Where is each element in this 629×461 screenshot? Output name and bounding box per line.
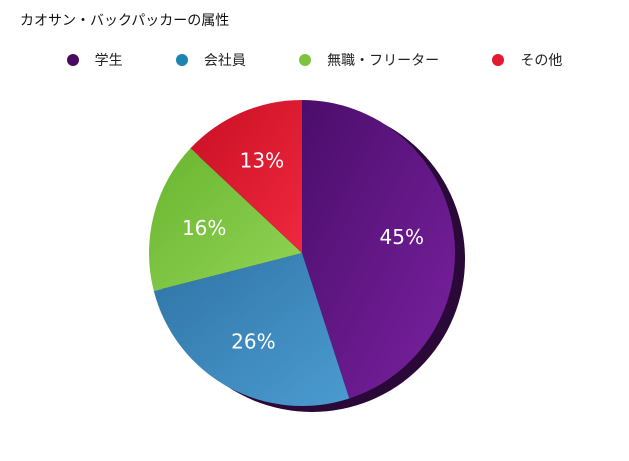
legend-swatch [492, 54, 505, 66]
pie-slice-0[interactable] [302, 100, 456, 399]
legend-swatch [299, 54, 312, 66]
legend-item-freeter[interactable]: 無職・フリーター [299, 50, 439, 70]
legend-swatch [175, 54, 188, 66]
legend: 学生 会社員 無職・フリーター その他 [0, 50, 629, 70]
slice-data-label: 16% [182, 216, 226, 240]
slice-data-label: 26% [231, 329, 275, 353]
pie-slice-1[interactable] [153, 253, 350, 406]
legend-item-student[interactable]: 学生 [66, 50, 123, 70]
legend-item-employee[interactable]: 会社員 [175, 50, 246, 70]
pie-slice-2[interactable] [149, 148, 302, 292]
pie-slice-3[interactable] [190, 100, 302, 253]
legend-label: 学生 [94, 53, 123, 69]
slice-data-label: 13% [240, 148, 284, 172]
legend-item-other[interactable]: その他 [492, 50, 562, 70]
legend-label: 会社員 [203, 53, 246, 69]
legend-swatch [66, 54, 79, 66]
legend-label: その他 [520, 53, 563, 69]
slice-data-label: 45% [380, 225, 424, 249]
legend-label: 無職・フリーター [327, 53, 440, 69]
chart-title: カオサン・バックパッカーの属性 [20, 13, 230, 29]
